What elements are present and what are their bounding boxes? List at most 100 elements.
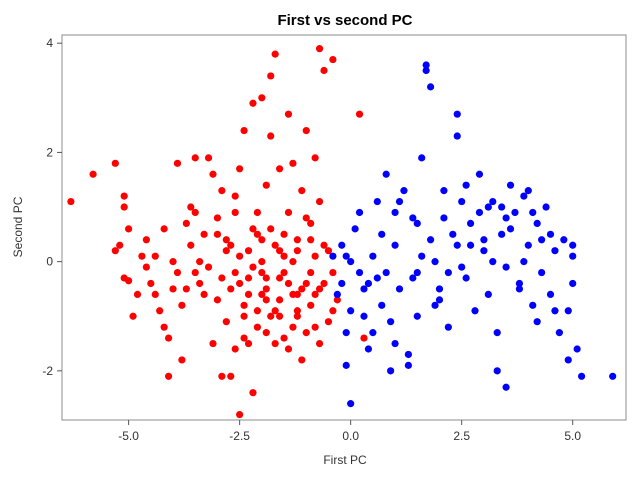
data-point xyxy=(347,258,355,266)
series-2 xyxy=(329,61,617,408)
data-point xyxy=(298,285,306,293)
data-point xyxy=(218,274,226,282)
data-point xyxy=(342,361,350,369)
data-point xyxy=(413,268,421,277)
data-point xyxy=(413,219,421,228)
data-point xyxy=(267,312,275,320)
data-point xyxy=(422,61,430,69)
data-point xyxy=(289,323,297,331)
x-tick-label: 2.5 xyxy=(453,429,470,443)
data-point xyxy=(373,197,381,206)
data-point xyxy=(315,285,324,293)
data-point xyxy=(253,323,262,331)
data-point xyxy=(569,241,577,249)
data-point xyxy=(169,285,177,293)
data-point xyxy=(529,301,537,309)
y-axis-label: Second PC xyxy=(11,196,25,257)
data-point xyxy=(573,345,581,353)
data-point xyxy=(453,132,461,140)
data-point xyxy=(458,263,466,271)
data-point xyxy=(196,279,204,288)
data-point xyxy=(311,252,319,260)
data-point xyxy=(533,219,541,228)
data-point xyxy=(178,301,186,309)
data-point xyxy=(347,307,355,315)
data-point xyxy=(480,247,488,255)
data-point xyxy=(498,203,506,211)
x-tick-label: 0.0 xyxy=(342,429,359,443)
data-point xyxy=(298,187,306,195)
data-point xyxy=(111,247,119,255)
data-point xyxy=(524,241,532,249)
plot-area xyxy=(61,34,627,421)
data-point xyxy=(191,154,199,162)
data-point xyxy=(258,258,266,266)
data-point xyxy=(147,279,155,288)
data-point xyxy=(382,268,390,277)
data-point xyxy=(271,50,279,58)
data-point xyxy=(307,219,315,228)
data-point xyxy=(569,252,577,260)
data-point xyxy=(244,274,253,282)
data-point xyxy=(418,154,426,162)
data-point xyxy=(391,241,399,249)
data-point xyxy=(409,274,417,282)
data-point xyxy=(280,230,288,238)
data-point xyxy=(173,268,182,277)
data-point xyxy=(160,323,168,331)
data-point xyxy=(227,241,235,249)
data-point xyxy=(449,230,457,238)
data-point xyxy=(213,296,222,304)
data-point xyxy=(253,208,262,217)
data-point xyxy=(551,307,559,315)
data-point xyxy=(542,203,550,211)
data-point xyxy=(520,192,528,200)
data-point xyxy=(213,214,222,222)
y-axis: -2 0 2 4 xyxy=(42,36,62,378)
data-point xyxy=(249,225,257,233)
data-point xyxy=(227,285,235,293)
data-point xyxy=(262,285,270,293)
data-point xyxy=(360,285,368,293)
data-point xyxy=(324,247,333,255)
data-point xyxy=(307,301,315,309)
data-point xyxy=(538,268,546,277)
data-point xyxy=(315,197,324,206)
data-point xyxy=(382,170,390,178)
data-point xyxy=(355,110,364,118)
data-point xyxy=(369,329,377,337)
data-point xyxy=(222,247,230,255)
data-point xyxy=(218,372,226,380)
data-point xyxy=(258,236,266,244)
x-tick-label: 5.0 xyxy=(564,429,581,443)
data-point xyxy=(569,279,577,288)
data-point xyxy=(462,181,470,189)
data-point xyxy=(311,323,319,331)
data-point xyxy=(178,356,186,364)
data-point xyxy=(182,285,190,293)
y-tick-label: 0 xyxy=(46,255,53,269)
data-point xyxy=(191,268,199,277)
data-point xyxy=(164,372,173,380)
data-point xyxy=(133,290,142,298)
data-point xyxy=(502,263,510,271)
data-point xyxy=(200,290,208,298)
data-point xyxy=(355,268,364,277)
data-point xyxy=(156,307,164,315)
data-point xyxy=(222,236,230,244)
data-point xyxy=(493,329,501,337)
data-point xyxy=(475,170,484,178)
data-point xyxy=(271,339,279,348)
data-point xyxy=(502,214,510,222)
data-point xyxy=(151,290,159,298)
data-point xyxy=(364,345,373,353)
data-point xyxy=(151,252,159,260)
data-point xyxy=(364,279,373,288)
data-point xyxy=(307,268,315,277)
data-point xyxy=(191,208,199,217)
data-point xyxy=(125,225,133,233)
data-point xyxy=(231,192,239,200)
data-point xyxy=(324,318,333,326)
series-1 xyxy=(67,45,368,419)
